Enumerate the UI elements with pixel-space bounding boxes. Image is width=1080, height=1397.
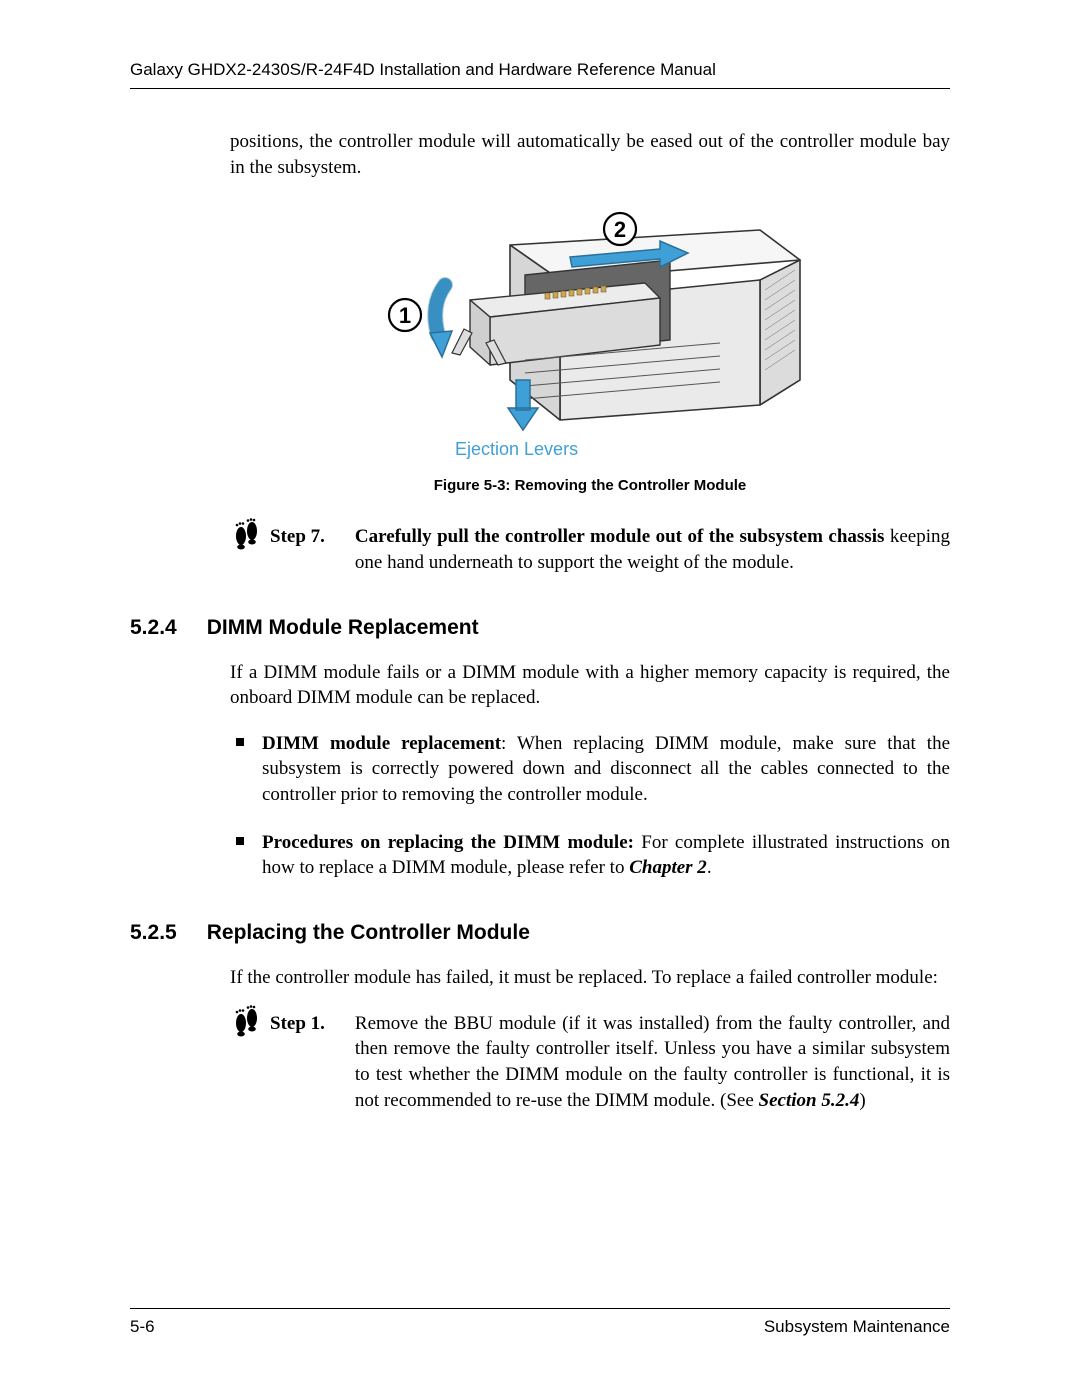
footer-section-name: Subsystem Maintenance [764,1317,950,1337]
list-item: DIMM module replacement: When replacing … [230,731,950,808]
controller-module-illustration: 1 2 Ejection Levers [360,205,820,465]
step-7-text: Carefully pull the controller module out… [355,524,950,575]
page-header: Galaxy GHDX2-2430S/R-24F4D Installation … [130,60,950,89]
section-524-list: DIMM module replacement: When replacing … [230,731,950,881]
figure-5-3: 1 2 Ejection Levers [230,205,950,465]
step-1-text: Remove the BBU module (if it was install… [355,1011,950,1114]
section-524-intro: If a DIMM module fails or a DIMM module … [230,660,950,711]
callout-1: 1 [399,303,411,328]
section-525-intro: If the controller module has failed, it … [230,965,950,991]
page-content: positions, the controller module will au… [230,129,950,1113]
section-525-heading: 5.2.5 Replacing the Controller Module [130,921,950,945]
section-524-number: 5.2.4 [130,616,177,640]
section-525-title: Replacing the Controller Module [207,921,530,945]
section-524-heading: 5.2.4 DIMM Module Replacement [130,616,950,640]
footsteps-icon [230,1005,264,1044]
section-525-number: 5.2.5 [130,921,177,945]
step-7-label: Step 7. [270,524,325,575]
callout-2: 2 [614,217,626,242]
footer-page-number: 5-6 [130,1317,155,1337]
header-title: Galaxy GHDX2-2430S/R-24F4D Installation … [130,60,716,79]
step-7-block: Step 7. Carefully pull the controller mo… [230,524,950,575]
figure-caption: Figure 5-3: Removing the Controller Modu… [230,477,950,494]
intro-paragraph: positions, the controller module will au… [230,129,950,180]
page-footer: 5-6 Subsystem Maintenance [130,1308,950,1337]
footsteps-icon [230,518,264,557]
list-item: Procedures on replacing the DIMM module:… [230,830,950,881]
step-1-label: Step 1. [270,1011,325,1114]
section-524-title: DIMM Module Replacement [207,616,479,640]
step-1-block: Step 1. Remove the BBU module (if it was… [230,1011,950,1114]
ejection-levers-label: Ejection Levers [455,439,578,459]
